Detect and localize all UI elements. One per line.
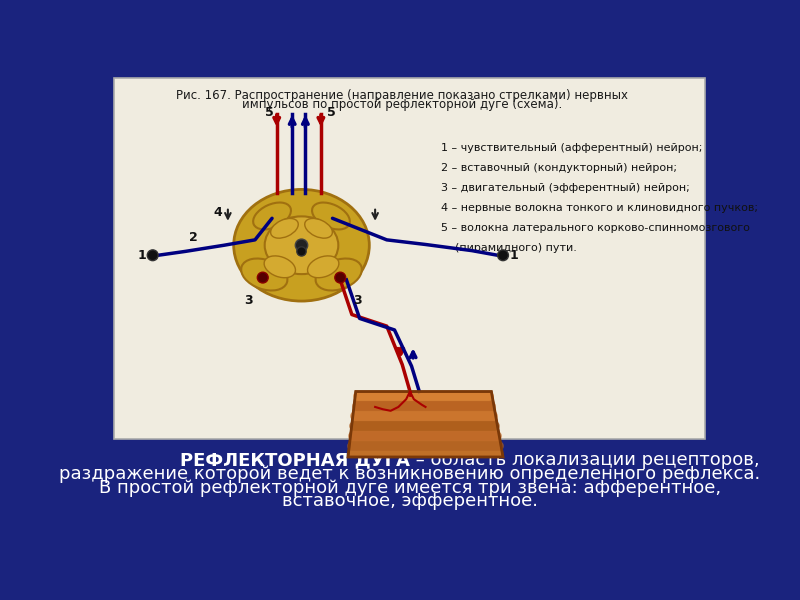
Text: импульсов по простой рефлекторной дуге (схема).: импульсов по простой рефлекторной дуге (… (242, 98, 562, 111)
Text: раздражение которой ведет к возникновению определенного рефлекса.: раздражение которой ведет к возникновени… (59, 464, 761, 482)
Text: РЕФЛЕКТОРНАЯ ДУГА: РЕФЛЕКТОРНАЯ ДУГА (180, 451, 410, 469)
Ellipse shape (234, 190, 370, 301)
Ellipse shape (270, 218, 298, 238)
Text: 5: 5 (265, 106, 274, 119)
Text: 5: 5 (326, 106, 335, 119)
Ellipse shape (312, 203, 350, 229)
Ellipse shape (307, 256, 339, 278)
Text: 1: 1 (510, 249, 518, 262)
Ellipse shape (315, 259, 362, 290)
Text: 1: 1 (138, 249, 146, 262)
Text: 4: 4 (214, 206, 222, 220)
Ellipse shape (253, 203, 291, 229)
Polygon shape (348, 392, 503, 457)
Text: 3 – двигательный (эфферентный) нейрон;: 3 – двигательный (эфферентный) нейрон; (441, 183, 690, 193)
Text: 1 – чувствительный (афферентный) нейрон;: 1 – чувствительный (афферентный) нейрон; (441, 143, 702, 153)
Ellipse shape (241, 259, 287, 290)
FancyBboxPatch shape (114, 78, 705, 439)
Text: 2: 2 (189, 231, 198, 244)
Text: Рис. 167. Распространение (направление показано стрелками) нервных: Рис. 167. Распространение (направление п… (176, 89, 628, 102)
Text: В простой рефлекторной дуге имеется три звена: афферентное,: В простой рефлекторной дуге имеется три … (99, 479, 721, 497)
Text: 5 – волокна латерального корково-спинномозгового: 5 – волокна латерального корково-спинном… (441, 223, 750, 233)
Circle shape (498, 250, 509, 260)
Text: 3: 3 (245, 294, 253, 307)
Ellipse shape (264, 256, 295, 278)
Text: (пирамидного) пути.: (пирамидного) пути. (441, 243, 577, 253)
Ellipse shape (265, 217, 338, 274)
Circle shape (295, 239, 308, 251)
Text: 4 – нервные волокна тонкого и клиновидного пучков;: 4 – нервные волокна тонкого и клиновидно… (441, 203, 758, 213)
Text: – область локализации рецепторов,: – область локализации рецепторов, (410, 451, 760, 469)
Circle shape (147, 250, 158, 260)
Text: 3: 3 (353, 294, 362, 307)
Circle shape (258, 272, 268, 283)
Text: 2 – вставочный (кондукторный) нейрон;: 2 – вставочный (кондукторный) нейрон; (441, 163, 677, 173)
Ellipse shape (305, 218, 332, 238)
Circle shape (335, 272, 346, 283)
Text: вставочное, эфферентное.: вставочное, эфферентное. (282, 493, 538, 511)
Circle shape (297, 247, 306, 256)
